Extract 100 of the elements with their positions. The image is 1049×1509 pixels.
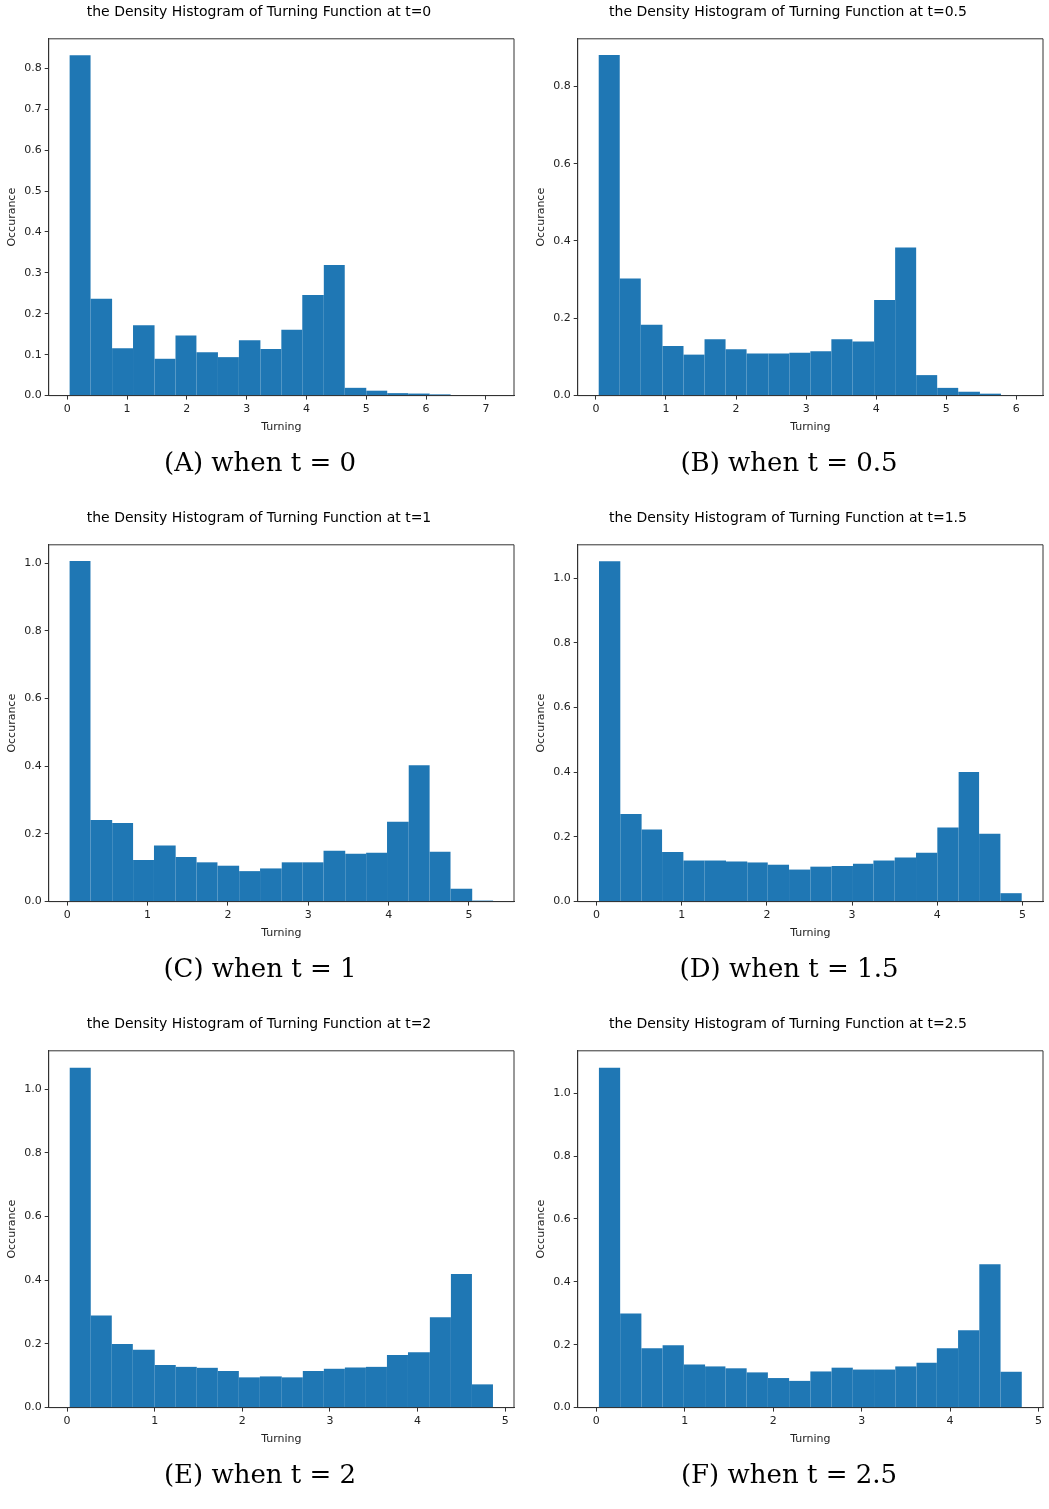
x-tick-label: 6 [1012,402,1020,416]
x-tick-label: 1 [678,908,686,922]
y-tick-label: 0.8 [24,623,42,637]
chart-title: the Density Histogram of Turning Function at t=2 [86,1015,432,1032]
y-tick-label: 0.2 [24,826,42,840]
x-tick-label: 3 [304,908,312,922]
chart-title: the Density Histogram of Turning Function at t=1.5 [609,509,967,526]
y-tick-label: 1.0 [24,1082,42,1096]
x-tick-label: 4 [385,908,393,922]
chart-title: the Density Histogram of Turning Function at t=0 [86,3,432,20]
x-tick-label: 5 [362,402,370,416]
x-tick-label: 1 [144,908,152,922]
y-tick-label: 0.7 [24,102,42,116]
x-tick-label: 5 [1019,908,1027,922]
y-tick-label: 0.2 [24,306,42,320]
y-tick-label: 1.0 [553,1086,571,1100]
x-tick-label: 4 [414,1414,422,1428]
text: (E) when t = 2 [162,1458,358,1491]
x-tick-label: 1 [151,1414,159,1428]
x-axis-title: Turning [789,1432,831,1446]
x-tick-label: 5 [942,402,950,416]
y-tick-label: 0.0 [24,1400,42,1414]
x-tick-label: 0 [63,402,71,416]
text: (A) when t = 0 [163,446,357,479]
y-tick-label: 0.0 [553,894,571,908]
y-tick-label: 0.4 [24,224,42,238]
x-tick-label: 0 [63,1414,71,1428]
x-tick-label: 0 [592,908,600,922]
x-tick-label: 4 [872,402,880,416]
x-tick-label: 4 [302,402,310,416]
x-tick-label: 2 [183,402,191,416]
y-tick-label: 0.1 [24,347,42,361]
y-tick-label: 0.2 [553,311,571,325]
text: (C) when t = 1 [162,952,358,985]
y-tick-label: 0.8 [24,61,42,75]
chart-title: the Density Histogram of Turning Function at t=1 [86,509,432,526]
x-tick-label: 2 [732,402,740,416]
y-axis-title: Occurance [534,1199,548,1259]
y-tick-label: 0.6 [24,1209,42,1223]
x-tick-label: 2 [763,908,771,922]
chart-title: the Density Histogram of Turning Function at t=2.5 [609,1015,967,1032]
x-tick-label: 4 [933,908,941,922]
text: (D) when t = 1.5 [678,952,900,985]
x-tick-label: 5 [465,908,473,922]
y-tick-label: 0.8 [24,1145,42,1159]
x-tick-label: 3 [848,908,856,922]
x-tick-label: 6 [422,402,430,416]
y-tick-label: 0.6 [553,700,571,714]
y-axis-title: Occurance [534,693,548,753]
x-axis-title: Turning [789,926,831,940]
x-axis-title: Turning [260,420,302,434]
y-tick-label: 0.6 [553,1211,571,1225]
y-tick-label: 0.2 [24,1336,42,1350]
y-tick-label: 0.4 [553,1274,571,1288]
y-tick-label: 0.2 [553,829,571,843]
y-tick-label: 1.0 [553,570,571,584]
x-tick-label: 2 [224,908,232,922]
y-tick-label: 0.8 [553,1148,571,1162]
x-tick-label: 5 [1035,1414,1043,1428]
x-tick-label: 0 [63,908,71,922]
y-tick-label: 0.4 [24,759,42,773]
x-tick-label: 4 [946,1414,954,1428]
y-axis-title: Occurance [5,187,19,247]
x-tick-label: 3 [802,402,810,416]
y-tick-label: 0.0 [553,388,571,402]
text: (F) when t = 2.5 [679,1458,899,1491]
x-tick-label: 2 [769,1414,777,1428]
y-tick-label: 0.0 [24,894,42,908]
y-tick-label: 0.6 [553,156,571,170]
y-axis-title: Occurance [534,187,548,247]
x-tick-label: 0 [592,1414,600,1428]
y-tick-label: 0.3 [24,265,42,279]
chart-title: the Density Histogram of Turning Function at t=0.5 [609,3,967,20]
y-tick-label: 0.8 [553,79,571,93]
y-tick-label: 0.4 [553,233,571,247]
y-tick-label: 0.6 [24,691,42,705]
y-tick-label: 0.0 [24,388,42,402]
y-tick-label: 0.2 [553,1337,571,1351]
x-tick-label: 3 [858,1414,866,1428]
x-tick-label: 5 [501,1414,509,1428]
y-tick-label: 1.0 [24,555,42,569]
y-tick-label: 0.6 [24,142,42,156]
text: (B) when t = 0.5 [679,446,899,479]
x-tick-label: 7 [482,402,490,416]
y-tick-label: 0.0 [553,1400,571,1414]
x-axis-title: Turning [789,420,831,434]
x-axis-title: Turning [260,926,302,940]
x-tick-label: 1 [123,402,131,416]
y-tick-label: 0.8 [553,635,571,649]
x-tick-label: 3 [243,402,251,416]
x-tick-label: 0 [592,402,600,416]
y-tick-label: 0.4 [553,765,571,779]
y-tick-label: 0.4 [24,1273,42,1287]
y-axis-title: Occurance [5,1199,19,1259]
x-axis-title: Turning [260,1432,302,1446]
y-axis-title: Occurance [5,693,19,753]
x-tick-label: 1 [681,1414,689,1428]
x-tick-label: 1 [662,402,670,416]
y-tick-label: 0.5 [24,183,42,197]
x-tick-label: 3 [326,1414,334,1428]
